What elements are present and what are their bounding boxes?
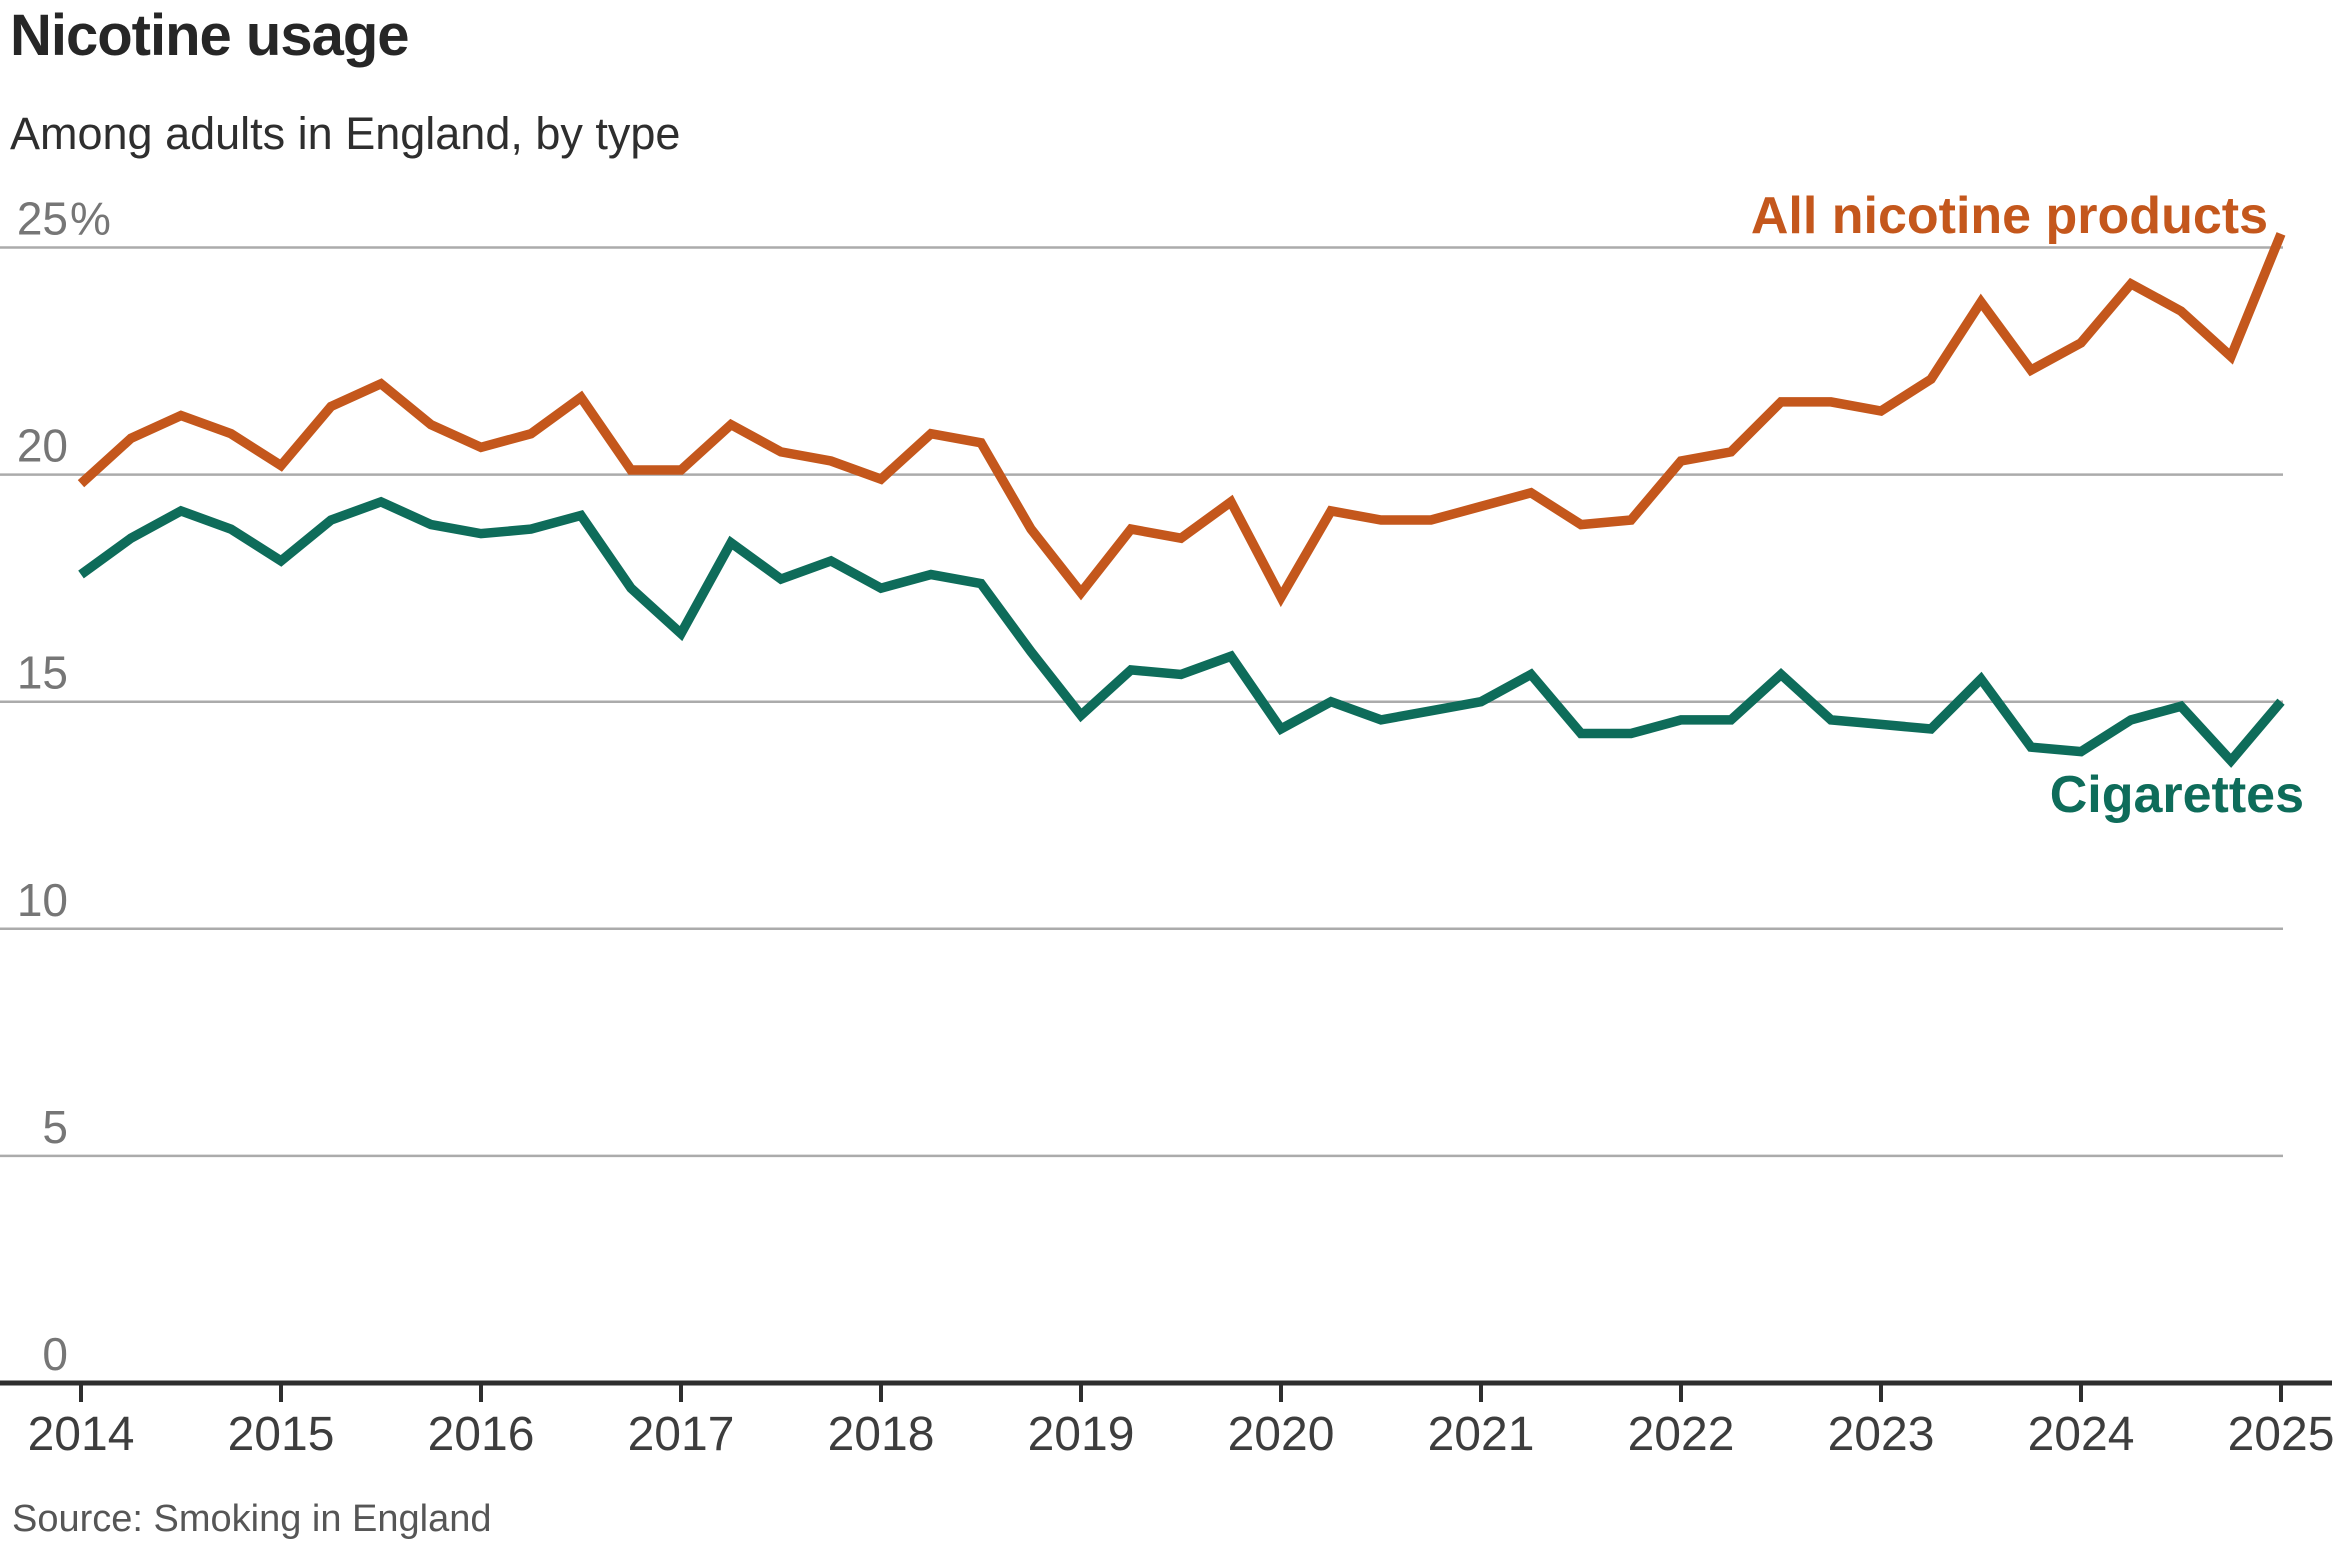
series-label-cigarettes: Cigarettes	[2050, 766, 2304, 824]
x-axis-label-2020: 2020	[1228, 1408, 1335, 1461]
x-axis-label-2024: 2024	[2028, 1408, 2135, 1461]
y-axis-label-suffix-25: %	[70, 193, 111, 245]
y-axis-label-25: 25	[17, 193, 68, 245]
series-line-cigarettes	[78, 496, 2285, 768]
x-axis-label-2016: 2016	[428, 1408, 535, 1461]
y-axis-label-10: 10	[17, 874, 68, 926]
x-axis-label-2017: 2017	[628, 1408, 735, 1461]
y-axis-label-5: 5	[42, 1101, 68, 1153]
y-axis-label-15: 15	[17, 647, 68, 699]
source-credit: Source: Smoking in England	[12, 1498, 492, 1540]
series-label-all-nicotine-products: All nicotine products	[1751, 187, 2268, 245]
series-line-all-nicotine-products	[77, 232, 2286, 608]
x-axis-label-2023: 2023	[1828, 1408, 1935, 1461]
page-subtitle: Among adults in England, by type	[10, 108, 681, 159]
x-axis-label-2022: 2022	[1628, 1408, 1735, 1461]
page-title: Nicotine usage	[10, 3, 410, 68]
x-axis-label-2014: 2014	[28, 1408, 135, 1461]
x-axis-label-2015: 2015	[228, 1408, 335, 1461]
x-axis-label-2025: 2025	[2228, 1408, 2335, 1461]
x-axis-label-2021: 2021	[1428, 1408, 1535, 1461]
y-axis-label-20: 20	[17, 420, 68, 472]
y-axis-label-0: 0	[42, 1328, 68, 1380]
x-axis-label-2018: 2018	[828, 1408, 935, 1461]
x-axis-label-2019: 2019	[1028, 1408, 1135, 1461]
